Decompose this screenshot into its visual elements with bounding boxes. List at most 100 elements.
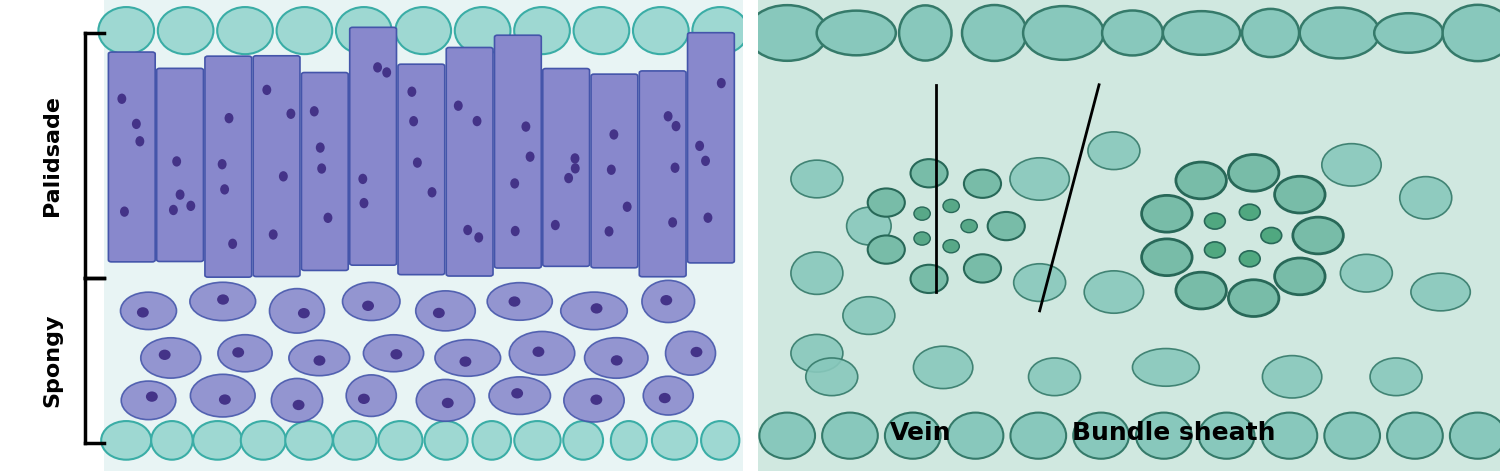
Ellipse shape [99,7,154,54]
Ellipse shape [843,297,896,334]
Ellipse shape [964,170,1000,198]
Ellipse shape [885,413,940,459]
Ellipse shape [1275,258,1324,295]
Ellipse shape [158,7,213,54]
Ellipse shape [572,163,579,173]
Ellipse shape [292,400,304,410]
Ellipse shape [510,332,574,375]
Ellipse shape [867,188,904,217]
Ellipse shape [846,207,891,245]
Ellipse shape [1142,195,1192,232]
Ellipse shape [910,265,948,293]
Ellipse shape [117,94,126,104]
Ellipse shape [652,421,698,460]
Ellipse shape [1242,9,1299,57]
Ellipse shape [358,394,370,404]
Ellipse shape [525,152,534,162]
Ellipse shape [747,5,827,61]
Ellipse shape [522,122,531,132]
Ellipse shape [663,111,672,122]
Ellipse shape [1176,162,1227,199]
Ellipse shape [298,308,310,318]
Ellipse shape [417,380,474,421]
Ellipse shape [1176,272,1227,309]
Ellipse shape [324,212,333,223]
Ellipse shape [948,413,1004,459]
Ellipse shape [591,395,603,405]
Ellipse shape [914,232,930,245]
Ellipse shape [1011,413,1066,459]
Ellipse shape [806,358,858,396]
Ellipse shape [360,198,369,208]
Ellipse shape [658,393,670,403]
Ellipse shape [1322,144,1382,186]
Ellipse shape [1132,349,1200,386]
Ellipse shape [564,379,624,422]
Ellipse shape [790,334,843,372]
Ellipse shape [867,236,904,264]
Ellipse shape [374,62,382,73]
Ellipse shape [346,375,396,416]
Ellipse shape [342,282,400,321]
Ellipse shape [176,189,184,200]
Ellipse shape [396,7,451,54]
Ellipse shape [510,178,519,188]
Ellipse shape [822,413,878,459]
Ellipse shape [1400,177,1452,219]
Ellipse shape [141,338,201,378]
Ellipse shape [1198,413,1254,459]
Ellipse shape [464,225,472,235]
Ellipse shape [316,163,326,174]
Ellipse shape [609,130,618,140]
Ellipse shape [1443,5,1500,61]
Ellipse shape [316,142,324,153]
Ellipse shape [333,421,376,460]
Ellipse shape [217,159,226,170]
Text: Vein: Vein [890,422,951,445]
Ellipse shape [962,5,1026,61]
Text: Spongy: Spongy [42,314,62,407]
Ellipse shape [700,156,709,166]
Ellipse shape [410,116,419,126]
Bar [104,0,742,471]
Ellipse shape [413,157,422,168]
Ellipse shape [512,226,519,236]
Ellipse shape [604,226,613,236]
Ellipse shape [190,282,255,321]
Ellipse shape [561,292,627,330]
Ellipse shape [660,295,672,305]
Ellipse shape [459,357,471,367]
Ellipse shape [135,136,144,146]
Ellipse shape [217,7,273,54]
Ellipse shape [1341,254,1392,292]
Ellipse shape [514,7,570,54]
FancyBboxPatch shape [687,32,735,263]
Ellipse shape [220,184,230,195]
Ellipse shape [987,212,1024,240]
Ellipse shape [633,7,688,54]
Ellipse shape [219,394,231,405]
FancyBboxPatch shape [302,73,348,270]
Ellipse shape [622,202,632,212]
Ellipse shape [1072,413,1130,459]
Ellipse shape [790,252,843,294]
Ellipse shape [363,335,423,372]
Ellipse shape [1029,358,1080,396]
Ellipse shape [1204,213,1225,229]
Ellipse shape [1412,273,1470,311]
Ellipse shape [591,303,603,314]
Ellipse shape [454,7,510,54]
Ellipse shape [336,7,392,54]
Ellipse shape [816,11,896,55]
Ellipse shape [610,421,646,460]
Ellipse shape [964,254,1000,283]
Ellipse shape [1299,8,1380,58]
Ellipse shape [898,5,951,61]
Ellipse shape [666,332,716,375]
Ellipse shape [1239,204,1260,220]
Ellipse shape [1262,227,1281,244]
FancyBboxPatch shape [206,56,252,277]
Ellipse shape [1142,239,1192,276]
Ellipse shape [1084,271,1143,313]
FancyBboxPatch shape [639,71,686,277]
